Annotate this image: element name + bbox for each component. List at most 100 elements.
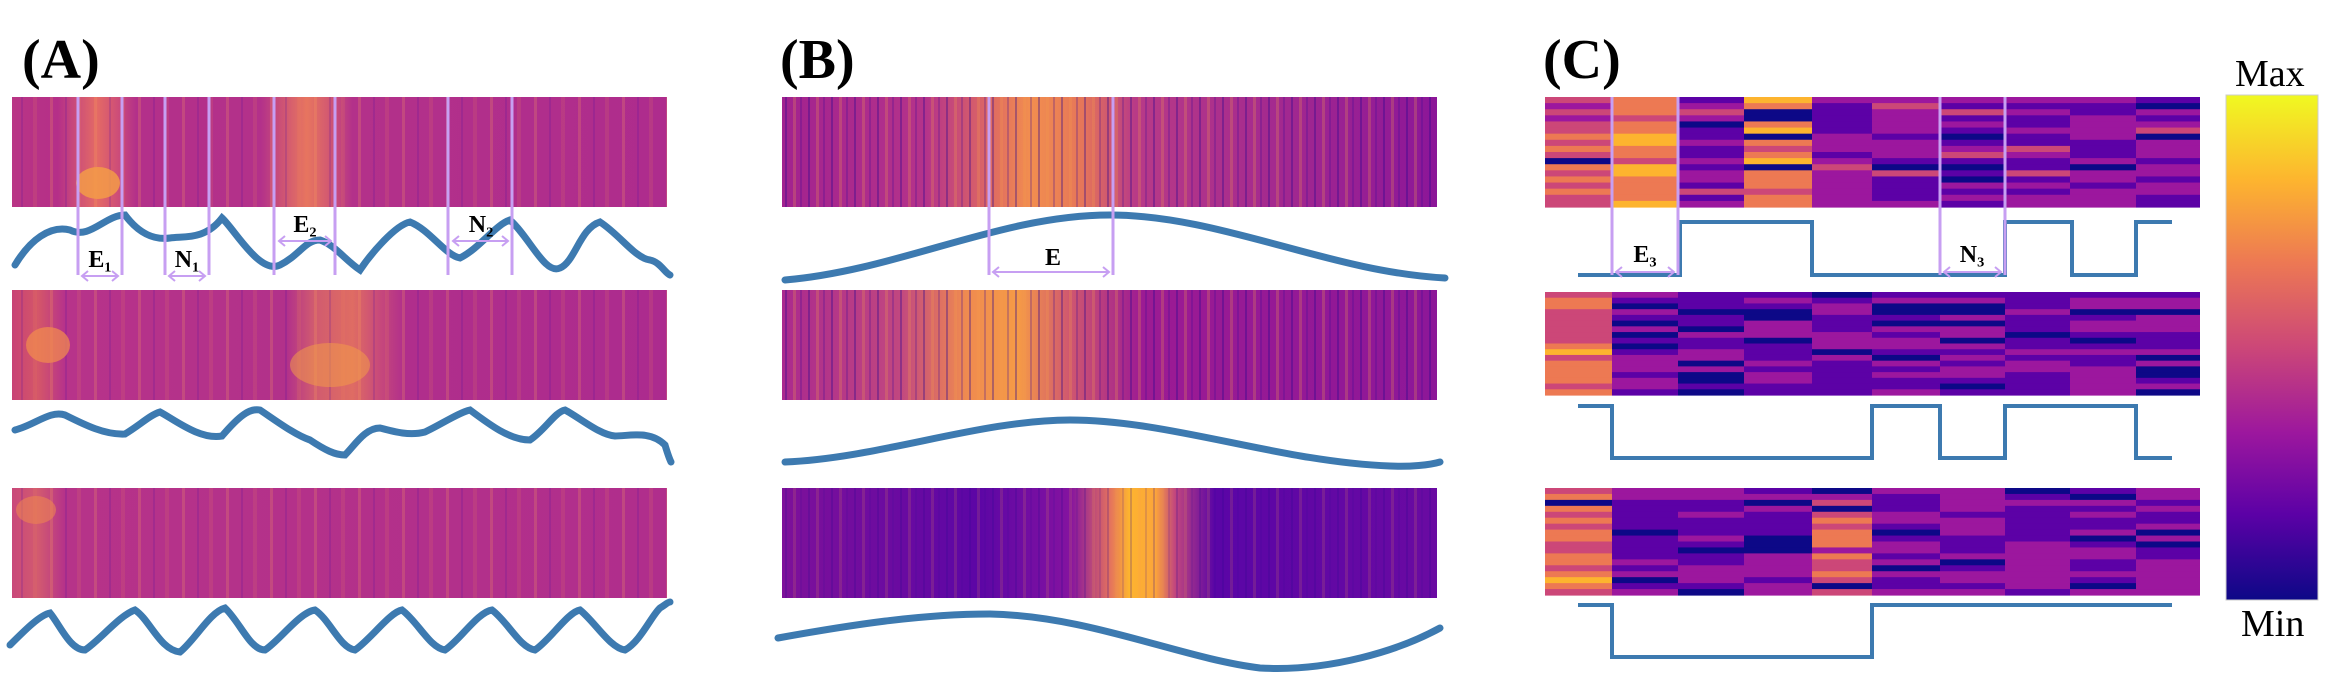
heatmap-cell xyxy=(2005,152,2070,159)
heatmap-cell xyxy=(1872,115,1940,123)
heatmap-cell xyxy=(1678,372,1744,379)
heatmap-cell xyxy=(2070,309,2136,316)
heatmap-cell xyxy=(2136,320,2200,327)
heatmap-cell xyxy=(1872,303,1940,310)
marker-lines-b xyxy=(987,97,1115,275)
heatmap-cell xyxy=(1872,158,1940,165)
heatmap-cell xyxy=(1545,326,1612,333)
heatmap-cell xyxy=(1940,354,2005,362)
heatmap-cell xyxy=(2005,343,2070,350)
heatmap-cell xyxy=(1940,320,2005,327)
heatmap-cell xyxy=(1812,103,1872,110)
heatmap-cell xyxy=(1545,176,1612,184)
heatmap-cell xyxy=(2005,493,2070,501)
heatmap-cell xyxy=(1940,309,2005,316)
heatmap-cell xyxy=(1545,389,1612,396)
heatmap-cell xyxy=(1545,559,1612,566)
heatmap-cell xyxy=(1545,577,1612,584)
heatmap-cell xyxy=(1545,547,1612,554)
heatmap-cell xyxy=(2136,337,2200,345)
heatmap-cell xyxy=(1812,583,1872,590)
heatmap-cell xyxy=(1812,511,1872,519)
heatmap-cell xyxy=(1872,103,1940,110)
heatmap-cell xyxy=(2136,326,2200,333)
heatmap-cell xyxy=(1545,529,1612,537)
heatmap-cell xyxy=(1545,103,1612,110)
heatmap-cell xyxy=(2070,349,2136,356)
heatmap-cell xyxy=(1545,493,1612,501)
heatmap-cell xyxy=(2136,182,2200,190)
heatmap-cell xyxy=(1678,121,1744,129)
heatmap-cell xyxy=(1545,553,1612,560)
heatmap-cell xyxy=(1678,115,1744,123)
heatmap-cell xyxy=(2070,529,2136,537)
heatmap-cell xyxy=(1678,127,1744,135)
colorbar-min-label: Min xyxy=(2241,603,2305,645)
heatmap-cell xyxy=(1940,170,2005,178)
heatmap-cell xyxy=(2136,158,2200,165)
heatmap-cell xyxy=(1872,145,1940,153)
heatmap-cell xyxy=(2136,571,2200,578)
heatmap-cell xyxy=(1744,565,1812,572)
heatmap-cell xyxy=(2136,145,2200,153)
heatmap-cell xyxy=(1678,139,1744,147)
heatmap-cell xyxy=(1612,314,1678,322)
heatmap-cell xyxy=(1545,127,1612,135)
heatmap-cell xyxy=(1678,383,1744,390)
heatmap-cell xyxy=(2070,553,2136,560)
heatmap-cell xyxy=(1612,383,1678,390)
heatmap-cell xyxy=(1678,200,1744,208)
heatmap-cell xyxy=(1744,170,1812,178)
heatmap-cell xyxy=(1872,164,1940,171)
heatmap-cell xyxy=(2005,523,2070,531)
heatmap-cell xyxy=(1612,389,1678,396)
heatmap-cell xyxy=(1872,109,1940,116)
heatmap-cell xyxy=(1940,547,2005,554)
heatmap-cell xyxy=(2136,488,2200,495)
hotspot xyxy=(290,343,370,387)
heatmap-cell xyxy=(1812,97,1872,104)
heatmap-cell xyxy=(2005,194,2070,202)
heatmap-cell xyxy=(1872,499,1940,507)
heatmap-cell xyxy=(1744,343,1812,350)
curve-b-3 xyxy=(774,610,1444,672)
heatmap-cell xyxy=(2070,571,2136,578)
heatmap-cell xyxy=(2136,176,2200,184)
heatmap-cell xyxy=(2005,372,2070,379)
heatmap-cell xyxy=(1812,505,1872,513)
heatmap-cell xyxy=(1545,309,1612,316)
heatmap-cell xyxy=(1812,337,1872,345)
marker-n3: N₃ xyxy=(1960,242,1985,268)
heatmap-cell xyxy=(1545,583,1612,590)
curve-c-1 xyxy=(1578,220,2172,277)
heatmap-cell xyxy=(1872,292,1940,299)
heatmap-cell xyxy=(2005,97,2070,104)
heatmap-cell xyxy=(1678,505,1744,513)
heatmap-cell xyxy=(2005,577,2070,584)
heatmap-cell xyxy=(1812,292,1872,299)
heatmap-cell xyxy=(1940,535,2005,543)
heatmap-cell xyxy=(1940,553,2005,560)
heatmap-cell xyxy=(1612,337,1678,345)
heatmap-cell xyxy=(2136,505,2200,513)
heatmap-cell xyxy=(1744,121,1812,129)
heatmap-cell xyxy=(2005,389,2070,396)
heatmap-cell xyxy=(2070,389,2136,396)
heatmap-cell xyxy=(1744,511,1812,519)
heatmap-cell xyxy=(1678,152,1744,159)
heatmap-cell xyxy=(1612,559,1678,566)
heatmap-cell xyxy=(1612,360,1678,367)
heatmap-cell xyxy=(2136,389,2200,396)
heatmap-cell xyxy=(1940,372,2005,379)
heatmap-cell xyxy=(1678,360,1744,367)
heatmap-cell xyxy=(1744,139,1812,147)
heatmap-cell xyxy=(1678,535,1744,543)
colorbar xyxy=(2225,94,2319,601)
heatmap-cell xyxy=(1812,535,1872,543)
heatmap-cell xyxy=(2005,535,2070,543)
heatmap-cell xyxy=(1744,366,1812,373)
heatmap-cell xyxy=(1812,326,1872,333)
heatmap-cell xyxy=(1812,133,1872,141)
heatmap-cell xyxy=(2070,541,2136,549)
heatmap-cell xyxy=(2005,139,2070,147)
